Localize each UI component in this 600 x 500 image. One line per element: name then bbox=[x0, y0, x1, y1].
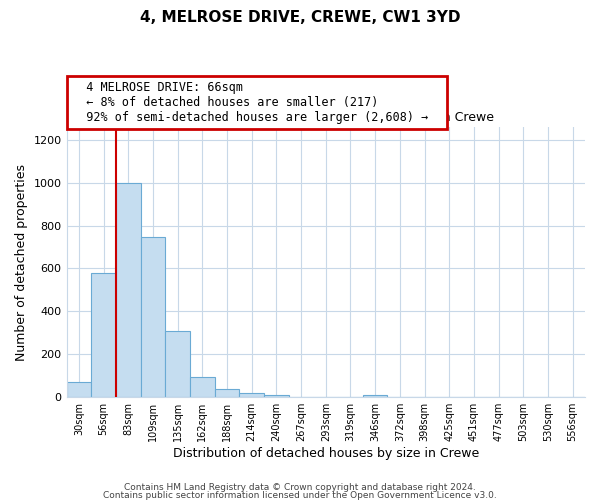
Y-axis label: Number of detached properties: Number of detached properties bbox=[15, 164, 28, 360]
Text: 4, MELROSE DRIVE, CREWE, CW1 3YD: 4, MELROSE DRIVE, CREWE, CW1 3YD bbox=[140, 10, 460, 25]
Bar bbox=[165, 330, 190, 397]
Bar bbox=[190, 377, 215, 397]
Bar bbox=[239, 393, 264, 397]
Bar bbox=[140, 238, 165, 397]
Bar bbox=[264, 395, 289, 397]
Bar bbox=[116, 182, 140, 397]
Bar bbox=[215, 388, 239, 397]
Bar bbox=[91, 273, 116, 397]
Text: 4 MELROSE DRIVE: 66sqm
  ← 8% of detached houses are smaller (217)
  92% of semi: 4 MELROSE DRIVE: 66sqm ← 8% of detached … bbox=[72, 81, 442, 124]
Text: Contains public sector information licensed under the Open Government Licence v3: Contains public sector information licen… bbox=[103, 490, 497, 500]
Bar bbox=[363, 396, 388, 397]
X-axis label: Distribution of detached houses by size in Crewe: Distribution of detached houses by size … bbox=[173, 447, 479, 460]
Bar bbox=[67, 382, 91, 397]
Title: Size of property relative to detached houses in Crewe: Size of property relative to detached ho… bbox=[157, 112, 494, 124]
Text: Contains HM Land Registry data © Crown copyright and database right 2024.: Contains HM Land Registry data © Crown c… bbox=[124, 484, 476, 492]
